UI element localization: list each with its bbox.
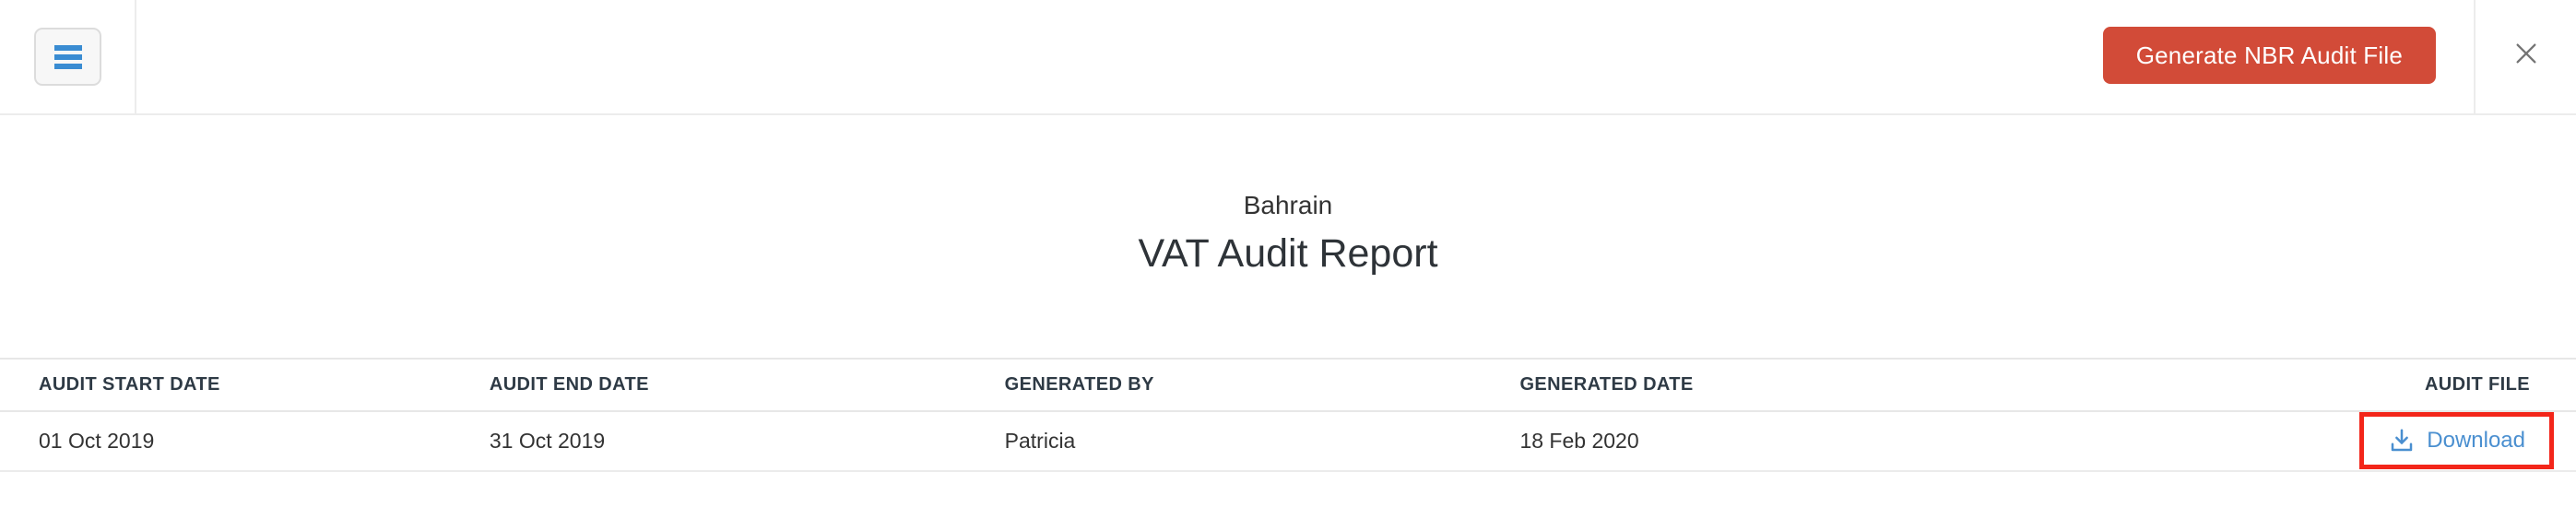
report-title-block: Bahrain VAT Audit Report [0, 189, 2576, 277]
table-header-row: AUDIT START DATE AUDIT END DATE GENERATE… [0, 358, 2576, 412]
audit-start-date-value: 01 Oct 2019 [39, 429, 155, 453]
toolbar-main-area: Generate NBR Audit File [136, 0, 2474, 113]
menu-button[interactable] [34, 28, 101, 86]
column-header-generated-by: GENERATED BY [1004, 374, 1154, 395]
hamburger-icon [53, 44, 82, 69]
download-link[interactable]: Download [2388, 426, 2525, 455]
column-header-audit-start-date: AUDIT START DATE [39, 374, 220, 395]
table-row: 01 Oct 2019 31 Oct 2019 Patricia 18 Feb … [0, 412, 2576, 472]
close-icon[interactable] [2513, 41, 2539, 66]
annotation-highlight-box: Download [2359, 412, 2554, 469]
download-label: Download [2427, 428, 2525, 453]
column-header-audit-end-date: AUDIT END DATE [489, 374, 649, 395]
page-title: VAT Audit Report [1138, 231, 1438, 276]
audit-files-table: AUDIT START DATE AUDIT END DATE GENERATE… [0, 358, 2576, 472]
generated-date-value: 18 Feb 2020 [1519, 429, 1639, 453]
generate-nbr-audit-file-button[interactable]: Generate NBR Audit File [2102, 27, 2436, 84]
column-header-audit-file: AUDIT FILE [2424, 374, 2530, 395]
column-header-generated-date: GENERATED DATE [1519, 374, 1694, 395]
audit-end-date-value: 31 Oct 2019 [489, 429, 606, 453]
generated-by-value: Patricia [1004, 429, 1076, 453]
top-toolbar: Generate NBR Audit File [0, 0, 2576, 115]
sidebar-toggle-area [0, 0, 136, 113]
download-icon [2388, 426, 2416, 455]
report-country: Bahrain [1243, 191, 1333, 219]
close-area [2474, 0, 2576, 113]
